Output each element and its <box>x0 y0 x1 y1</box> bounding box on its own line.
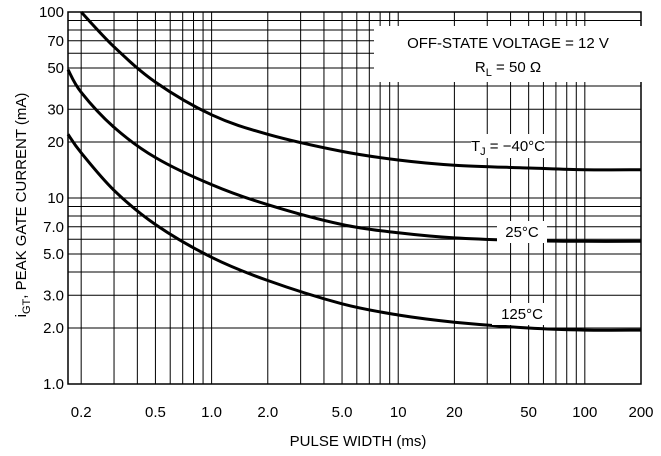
label-minus40c-backing <box>471 134 545 158</box>
label-minus40c: TJ = −40°C <box>471 138 545 158</box>
x-axis-title: PULSE WIDTH (ms) <box>290 433 427 450</box>
label-125c-backing <box>492 303 552 325</box>
x-tick-label: 0.5 <box>145 404 166 421</box>
y-tick-label: 2.0 <box>43 320 64 337</box>
annotation: OFF-STATE VOLTAGE = 12 V RL = 50 Ω <box>374 26 643 82</box>
annotation-line1: OFF-STATE VOLTAGE = 12 V <box>407 35 609 52</box>
tick-labels: 0.2 0.5 1.0 2.0 5.0 10 20 50 100 200 1.0 2.0 3.0 5.0 7… <box>39 4 654 421</box>
x-tick-label: 200 <box>628 404 653 421</box>
y-tick-label: 50 <box>47 60 64 77</box>
y-tick-label: 7.0 <box>43 219 64 236</box>
annotation-line2: RL = 50 Ω <box>475 59 541 79</box>
y-tick-label: 10 <box>47 190 64 207</box>
y-tick-label: 1.0 <box>43 376 64 393</box>
curve-125c <box>66 133 642 332</box>
label-125c: 125°C <box>501 306 543 323</box>
annotation-box <box>374 26 643 82</box>
label-25c: 25°C <box>505 224 539 241</box>
x-tick-label: 1.0 <box>201 404 222 421</box>
x-tick-label: 100 <box>572 404 597 421</box>
x-tick-label: 10 <box>390 404 407 421</box>
y-tick-label: 100 <box>39 4 64 21</box>
y-tick-label: 30 <box>47 101 64 118</box>
curve-labels: TJ = −40°C 25°C 125°C <box>471 134 552 325</box>
y-tick-label: 20 <box>47 134 64 151</box>
x-tick-label: 5.0 <box>332 404 353 421</box>
y-tick-label: 70 <box>47 33 64 50</box>
y-tick-label: 5.0 <box>43 246 64 263</box>
x-tick-label: 0.2 <box>71 404 92 421</box>
y-axis-title: iGT, PEAK GATE CURRENT (mA) <box>13 93 33 318</box>
plot-frame <box>67 11 642 385</box>
curve-minus40c <box>80 10 642 172</box>
x-tick-label: 20 <box>446 404 463 421</box>
y-tick-label: 3.0 <box>43 287 64 304</box>
label-25c-backing <box>497 221 547 243</box>
x-tick-label: 2.0 <box>257 404 278 421</box>
x-tick-label: 50 <box>520 404 537 421</box>
